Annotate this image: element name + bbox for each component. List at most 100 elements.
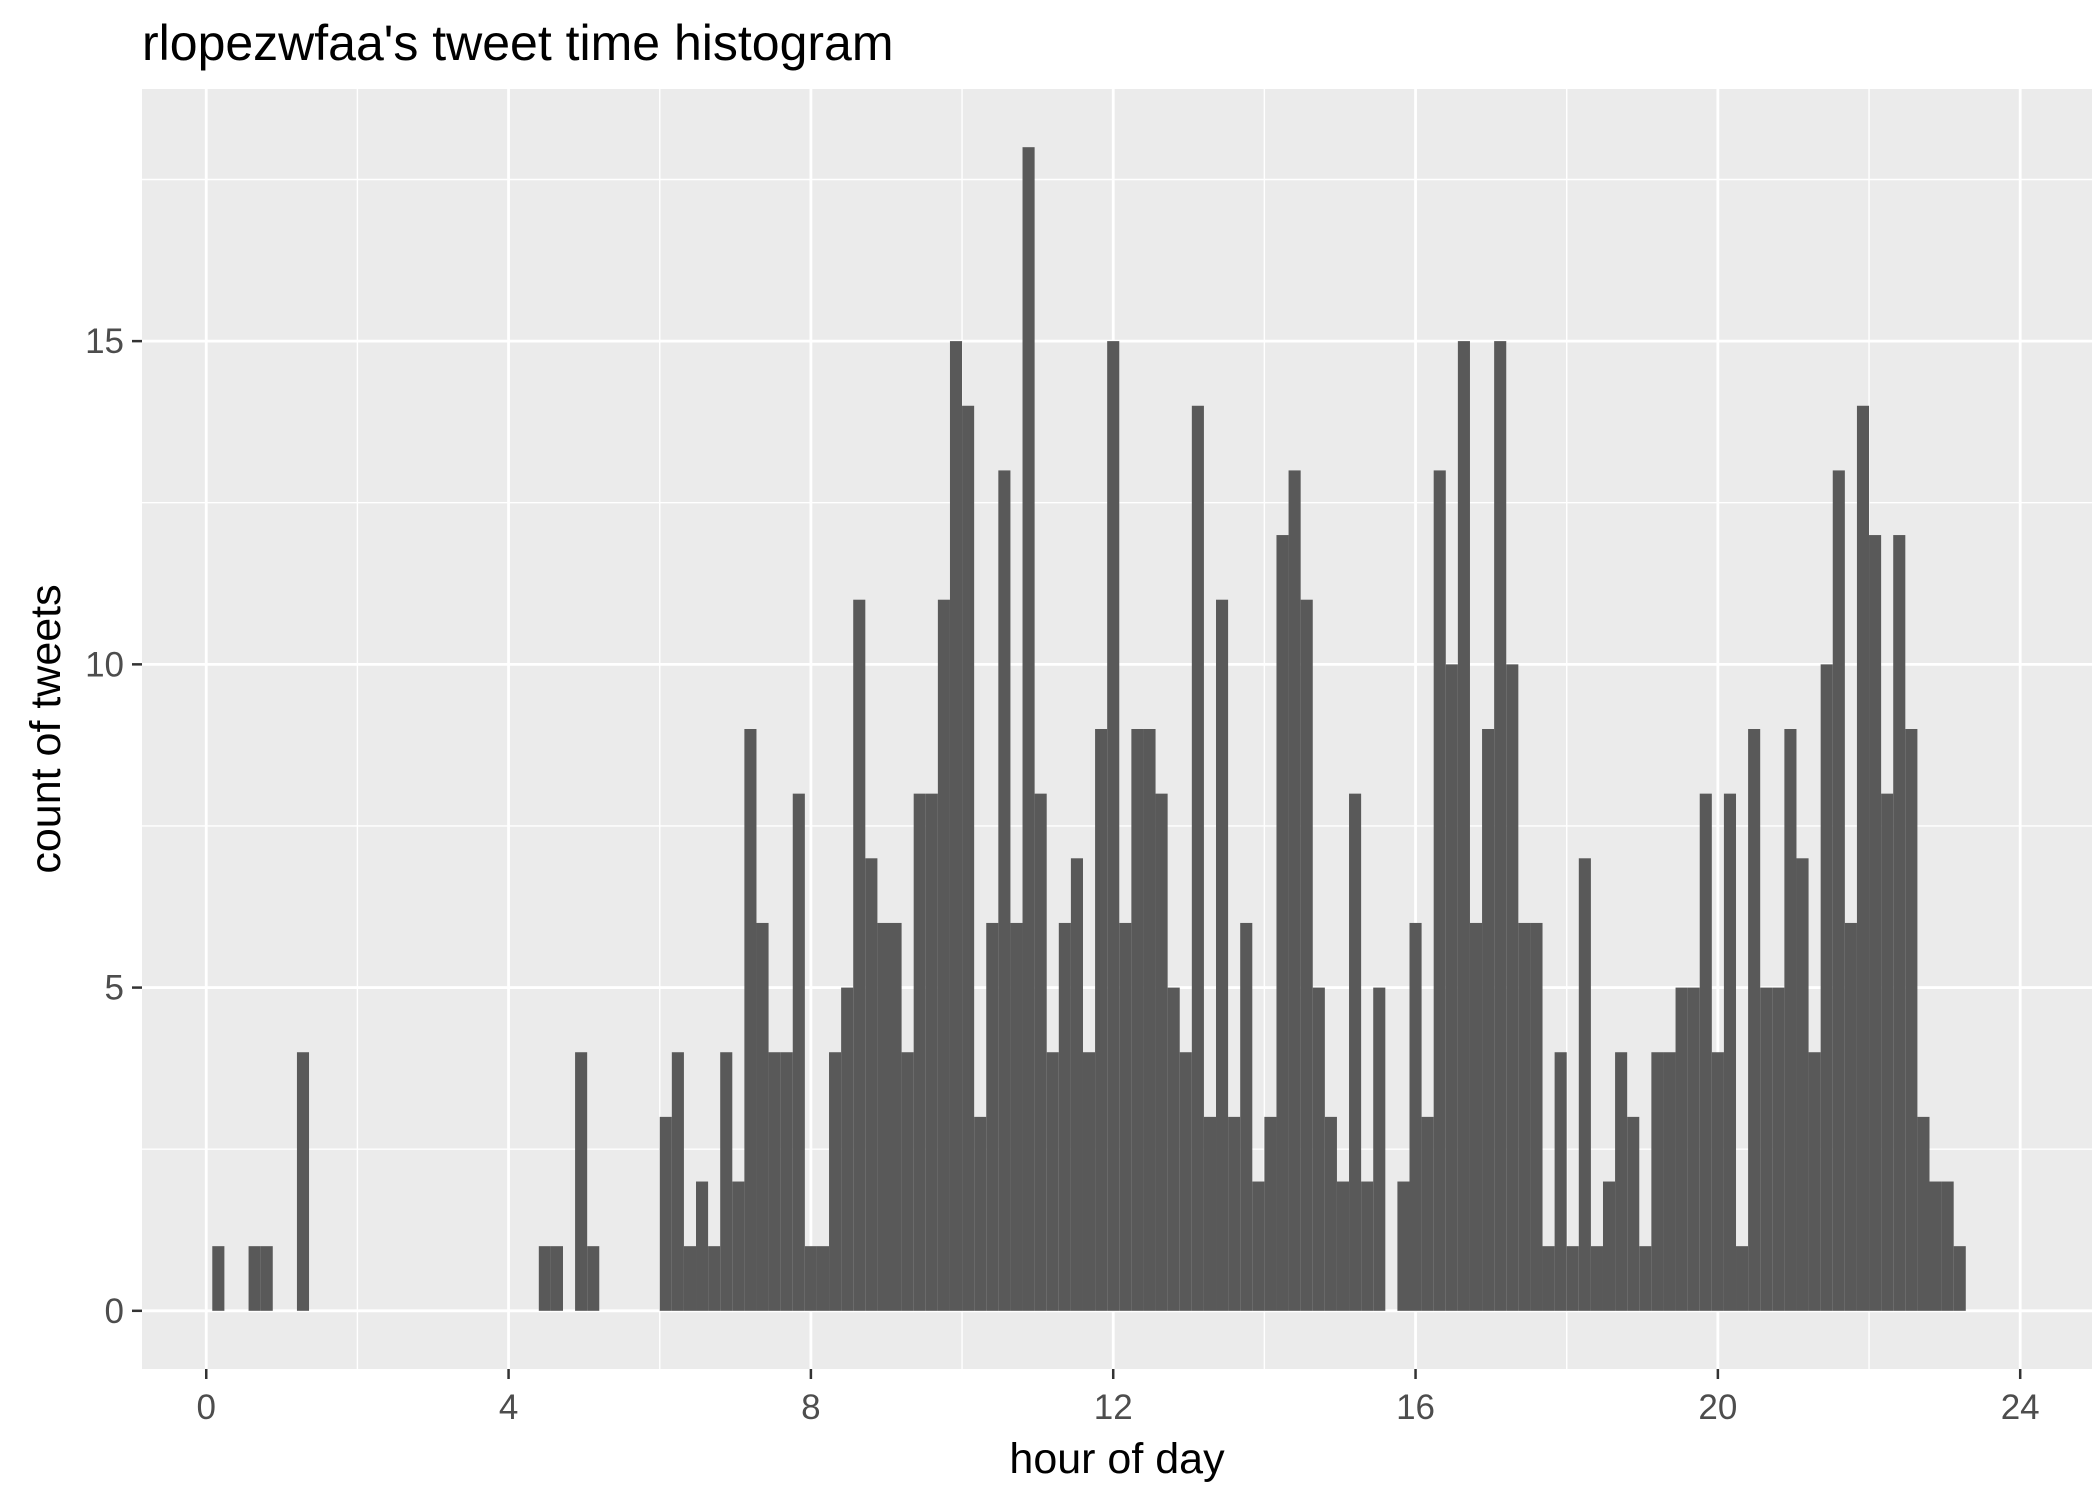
y-axis-title: count of tweets [22, 584, 70, 873]
histogram-bar [1809, 1052, 1821, 1311]
histogram-bar [1373, 988, 1385, 1311]
histogram-bar [587, 1246, 599, 1311]
histogram-bar [1276, 535, 1288, 1311]
histogram-bar [1252, 1182, 1264, 1311]
histogram-bar [1410, 923, 1422, 1311]
histogram-bar [974, 1117, 986, 1311]
histogram-bar [986, 923, 998, 1311]
histogram-bar [1833, 470, 1845, 1310]
histogram-bar [696, 1182, 708, 1311]
histogram-bar [1434, 470, 1446, 1310]
histogram-bar [1518, 923, 1530, 1311]
histogram-bar [1071, 858, 1083, 1311]
histogram-bar [1930, 1182, 1942, 1311]
histogram-bar [1845, 923, 1857, 1311]
histogram-bar [1470, 923, 1482, 1311]
histogram-bar [1337, 1182, 1349, 1311]
histogram-bar [805, 1246, 817, 1311]
histogram-bar [1821, 664, 1833, 1310]
histogram-bar [297, 1052, 309, 1311]
histogram-bar [1724, 794, 1736, 1311]
x-axis-title: hour of day [1009, 1435, 1225, 1483]
histogram-bar [1688, 988, 1700, 1311]
histogram-bar [1482, 729, 1494, 1311]
histogram-bar [1712, 1052, 1724, 1311]
histogram-bar [817, 1246, 829, 1311]
histogram-bar [744, 729, 756, 1311]
histogram-bar [1663, 1052, 1675, 1311]
histogram-bar [877, 923, 889, 1311]
histogram-bar [1579, 858, 1591, 1311]
histogram-bar [1059, 923, 1071, 1311]
histogram-bar [962, 406, 974, 1311]
histogram-bar [1639, 1246, 1651, 1311]
histogram-bar [998, 470, 1010, 1310]
histogram-bar [1228, 1117, 1240, 1311]
x-tick-label: 0 [197, 1388, 216, 1427]
histogram-bar [1035, 794, 1047, 1311]
histogram-bar [1627, 1117, 1639, 1311]
histogram-bar [1349, 794, 1361, 1311]
y-tick-label: 10 [85, 645, 124, 684]
chart-title: rlopezwfaa's tweet time histogram [142, 15, 894, 71]
histogram-bar [539, 1246, 551, 1311]
histogram-bar [1361, 1182, 1373, 1311]
histogram-bar [551, 1246, 563, 1311]
histogram-bar [1857, 406, 1869, 1311]
histogram-bar [1603, 1182, 1615, 1311]
histogram-bar [853, 600, 865, 1311]
histogram-bar [1881, 794, 1893, 1311]
y-tick-label: 0 [105, 1292, 124, 1331]
histogram-bar [684, 1246, 696, 1311]
histogram-bar [1301, 600, 1313, 1311]
histogram-bar [660, 1117, 672, 1311]
histogram-bar [1494, 341, 1506, 1311]
histogram-bar [950, 341, 962, 1311]
histogram-bar [1700, 794, 1712, 1311]
histogram-bar [781, 1052, 793, 1311]
histogram-bar [1313, 988, 1325, 1311]
histogram-bar [1555, 1052, 1567, 1311]
x-tick-label: 24 [2001, 1388, 2040, 1427]
histogram-bar [1954, 1246, 1966, 1311]
histogram-bar [1543, 1246, 1555, 1311]
histogram-bar [1917, 1117, 1929, 1311]
histogram-bar [902, 1052, 914, 1311]
histogram-bar [1397, 1182, 1409, 1311]
histogram-bar [1083, 1052, 1095, 1311]
histogram-bar [1143, 729, 1155, 1311]
histogram-bar [261, 1246, 273, 1311]
histogram-bar [1119, 923, 1131, 1311]
histogram-bar [708, 1246, 720, 1311]
histogram-bar [1047, 1052, 1059, 1311]
histogram-bar [1796, 858, 1808, 1311]
histogram-bar [1240, 923, 1252, 1311]
histogram-bar [1010, 923, 1022, 1311]
histogram-bar [914, 794, 926, 1311]
y-tick-label: 5 [105, 969, 124, 1008]
x-tick-label: 4 [499, 1388, 518, 1427]
histogram-bar [1107, 341, 1119, 1311]
histogram-bar [1615, 1052, 1627, 1311]
histogram-bar [575, 1052, 587, 1311]
histogram-bar [829, 1052, 841, 1311]
histogram-bar [1784, 729, 1796, 1311]
histogram-bar [865, 858, 877, 1311]
histogram-bar [212, 1246, 224, 1311]
histogram-bar [672, 1052, 684, 1311]
histogram-bar [926, 794, 938, 1311]
x-axis: 0 4 8 12 16 20 24 [197, 1369, 2040, 1427]
histogram-bar [1446, 664, 1458, 1310]
histogram-bar [1942, 1182, 1954, 1311]
histogram-bar [1204, 1117, 1216, 1311]
histogram-bar [1567, 1246, 1579, 1311]
x-tick-label: 16 [1396, 1388, 1435, 1427]
histogram-bar [1264, 1117, 1276, 1311]
y-axis: 0 5 10 15 [85, 322, 142, 1331]
histogram-bar [1591, 1246, 1603, 1311]
histogram-bar [1095, 729, 1107, 1311]
histogram-bar [938, 600, 950, 1311]
histogram-bar [1131, 729, 1143, 1311]
histogram-bar [732, 1182, 744, 1311]
